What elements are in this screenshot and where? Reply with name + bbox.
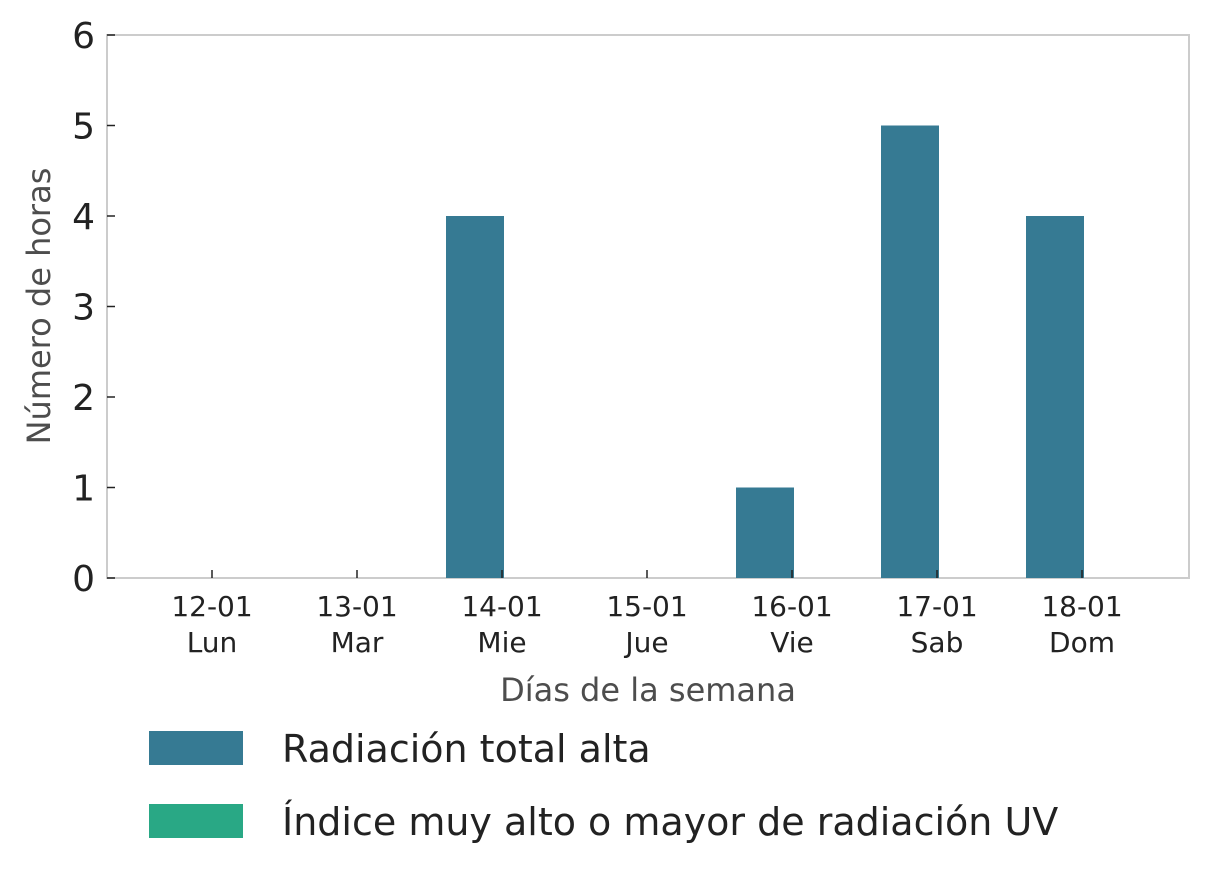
y-tick-label: 2 bbox=[72, 378, 95, 419]
x-tick-label-date: 18-01 bbox=[1041, 590, 1122, 623]
y-axis: 0 1 2 3 4 5 6 bbox=[72, 16, 115, 600]
x-tick-label-date: 12-01 bbox=[171, 590, 252, 623]
x-tick-label-date: 16-01 bbox=[751, 590, 832, 623]
legend-swatch bbox=[149, 731, 243, 765]
y-tick-label: 3 bbox=[72, 288, 95, 329]
y-tick-label: 5 bbox=[72, 107, 95, 148]
x-tick-label-day: Mie bbox=[477, 626, 526, 659]
x-tick-label-day: Mar bbox=[331, 626, 384, 659]
bars-group bbox=[446, 125, 1084, 578]
legend-swatch bbox=[149, 804, 243, 838]
x-tick-label-day: Lun bbox=[187, 626, 238, 659]
y-axis-title: Número de horas bbox=[20, 168, 58, 445]
x-axis-title: Días de la semana bbox=[500, 671, 796, 709]
legend-label: Índice muy alto o mayor de radiación UV bbox=[282, 800, 1058, 844]
y-tick-label: 6 bbox=[72, 16, 95, 57]
legend-label: Radiación total alta bbox=[282, 727, 651, 771]
bar bbox=[1026, 216, 1084, 578]
x-tick-label-day: Dom bbox=[1049, 626, 1115, 659]
x-tick-label-date: 13-01 bbox=[316, 590, 397, 623]
y-tick-label: 0 bbox=[72, 559, 95, 600]
bar bbox=[446, 216, 504, 578]
x-tick-label-day: Jue bbox=[623, 626, 668, 659]
y-tick-label: 1 bbox=[72, 469, 95, 510]
legend: Radiación total alta Índice muy alto o ma… bbox=[149, 727, 1058, 844]
y-tick-label: 4 bbox=[72, 197, 95, 238]
x-tick-label-date: 15-01 bbox=[606, 590, 687, 623]
x-tick-label-date: 14-01 bbox=[461, 590, 542, 623]
x-tick-label-day: Sab bbox=[911, 626, 964, 659]
bar bbox=[881, 125, 939, 578]
x-tick-label-date: 17-01 bbox=[896, 590, 977, 623]
x-tick-label-day: Vie bbox=[770, 626, 814, 659]
bar bbox=[736, 487, 794, 578]
